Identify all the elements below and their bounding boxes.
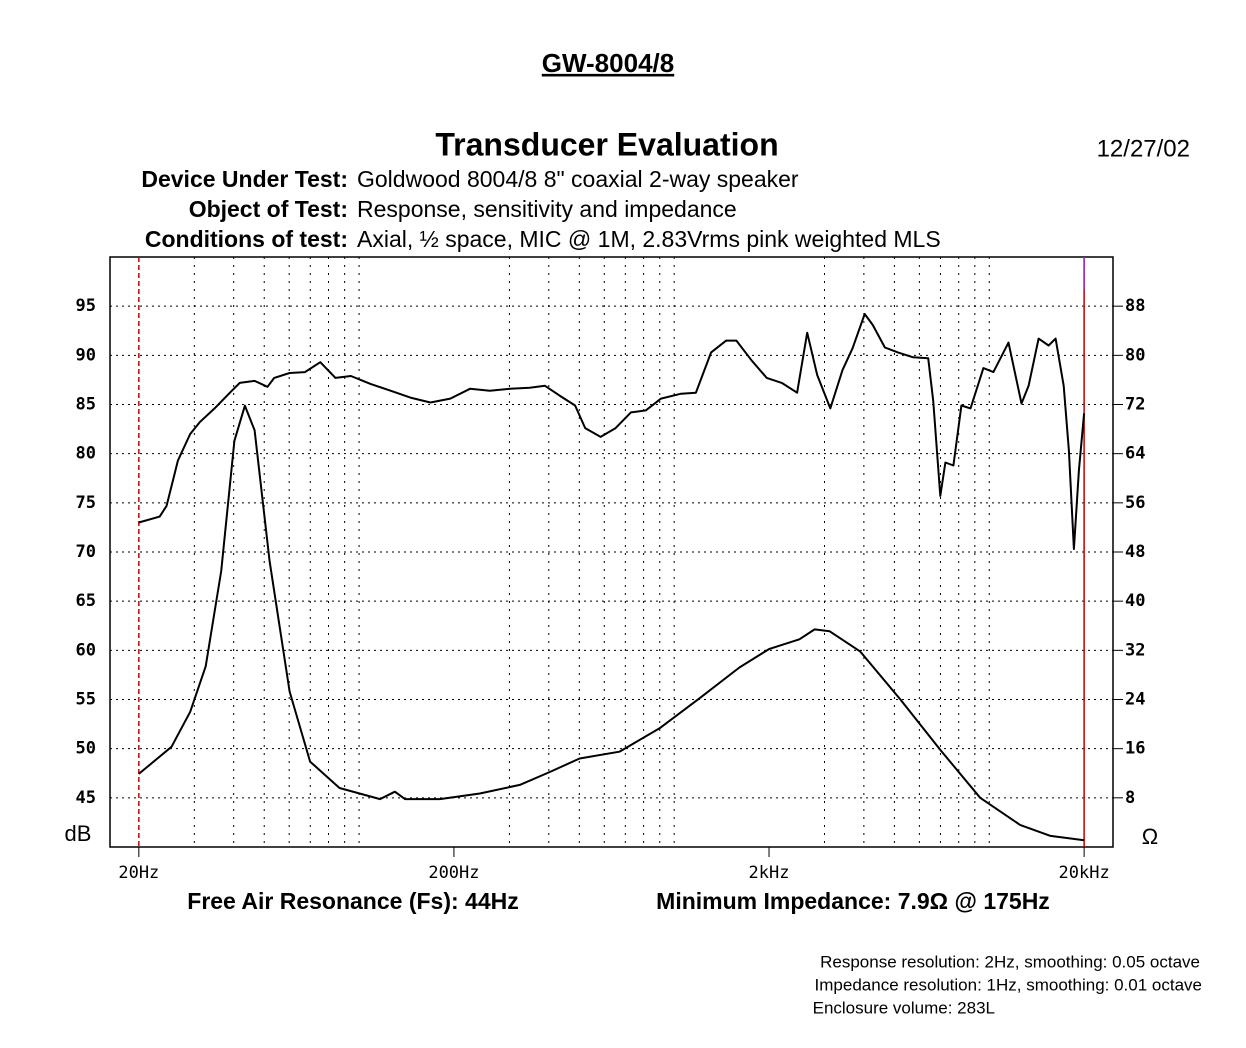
info-value: Goldwood 8004/8 8" coaxial 2-way speaker bbox=[357, 166, 799, 192]
y-tick-label: 70 bbox=[76, 542, 96, 562]
y2-tick-label: 64 bbox=[1125, 444, 1145, 464]
info-label: Conditions of test: bbox=[145, 226, 348, 252]
chart-title: Transducer Evaluation bbox=[435, 126, 778, 162]
annotation: Free Air Resonance (Fs): 44Hz bbox=[187, 888, 518, 914]
y2-tick-label: 24 bbox=[1125, 690, 1145, 710]
x-tick-label: 2kHz bbox=[749, 863, 790, 883]
y-tick-label: 65 bbox=[76, 591, 96, 611]
y-tick-label: 75 bbox=[76, 493, 96, 513]
y2-tick-label: 56 bbox=[1125, 493, 1145, 513]
y2-tick-label: 88 bbox=[1125, 296, 1145, 316]
y-tick-label: 95 bbox=[76, 296, 96, 316]
y2-tick-label: 16 bbox=[1125, 739, 1145, 759]
x-tick-label: 20Hz bbox=[118, 863, 159, 883]
info-value: Axial, ½ space, MIC @ 1M, 2.83Vrms pink … bbox=[357, 226, 941, 252]
x-tick-label: 20kHz bbox=[1059, 863, 1110, 883]
y-tick-label: 55 bbox=[76, 690, 96, 710]
note: Response resolution: 2Hz, smoothing: 0.0… bbox=[820, 952, 1200, 971]
y2-tick-label: 32 bbox=[1125, 640, 1145, 660]
y2-tick-label: 48 bbox=[1125, 542, 1145, 562]
y2-tick-label: 8 bbox=[1125, 788, 1135, 808]
y-tick-label: 45 bbox=[76, 788, 96, 808]
curve bbox=[138, 313, 1086, 550]
y2-axis-label: Ω bbox=[1142, 824, 1158, 849]
y2-tick-label: 40 bbox=[1125, 591, 1145, 611]
y2-tick-label: 72 bbox=[1125, 395, 1145, 415]
heading: GW-8004/8 bbox=[542, 48, 674, 78]
curve bbox=[138, 404, 1085, 842]
y-tick-label: 80 bbox=[76, 444, 96, 464]
y-tick-label: 60 bbox=[76, 640, 96, 660]
y-tick-label: 90 bbox=[76, 345, 96, 365]
note: Enclosure volume: 283L bbox=[813, 998, 995, 1017]
y-axis-label: dB bbox=[65, 821, 92, 846]
info-label: Object of Test: bbox=[189, 196, 348, 222]
x-tick-label: 200Hz bbox=[428, 863, 479, 883]
y-tick-label: 50 bbox=[76, 739, 96, 759]
info-value: Response, sensitivity and impedance bbox=[357, 196, 737, 222]
y-tick-label: 85 bbox=[76, 395, 96, 415]
note: Impedance resolution: 1Hz, smoothing: 0.… bbox=[815, 975, 1202, 994]
y2-tick-label: 80 bbox=[1125, 345, 1145, 365]
info-label: Device Under Test: bbox=[141, 166, 348, 192]
annotation: Minimum Impedance: 7.9Ω @ 175Hz bbox=[656, 888, 1050, 914]
date: 12/27/02 bbox=[1097, 135, 1190, 162]
